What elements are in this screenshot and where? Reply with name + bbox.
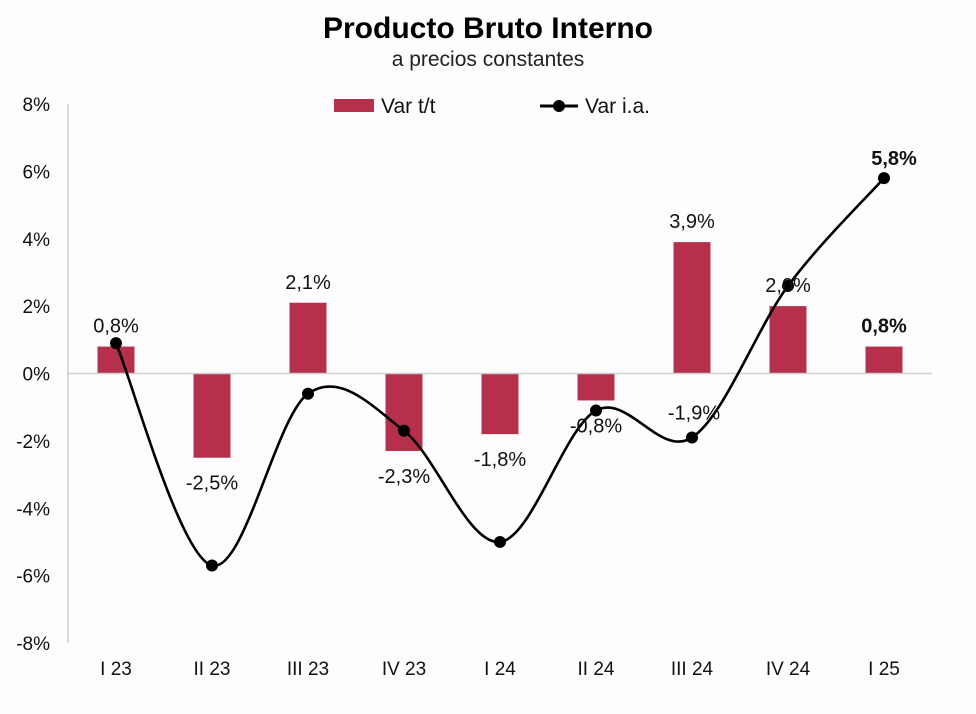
y-tick-label: 4% (23, 230, 51, 251)
x-tick-label: IV 23 (382, 659, 426, 680)
bar-data-label: 0,8% (861, 316, 907, 338)
x-axis-labels: I 23 II 23 III 23 IV 23 I 24 II 24 III 24 IV 24… (100, 659, 900, 680)
legend-bar-label: Var t/t (381, 95, 436, 118)
y-tick-label: 2% (23, 297, 51, 318)
line-point (398, 424, 410, 437)
bar (193, 373, 231, 458)
bar (481, 373, 519, 435)
y-tick-label: 8% (23, 95, 51, 116)
line-markers (110, 172, 890, 572)
y-tick-label: -6% (16, 567, 50, 588)
bar (289, 302, 327, 374)
bar (385, 373, 423, 451)
y-tick-label: -8% (16, 634, 50, 655)
line-point (590, 404, 602, 417)
bar (673, 242, 711, 374)
y-tick-label: -2% (16, 432, 50, 453)
bar-data-label: 2,0% (765, 275, 811, 297)
legend: Var t/t Var i.a. (334, 95, 650, 118)
line-point (782, 279, 794, 292)
x-tick-label: I 24 (484, 659, 516, 680)
data-labels: 0,8% -2,5% 2,1% -2,3% -1,8% -0,8% 3,9% 2,0% 0,8%… (93, 148, 917, 495)
x-tick-label: II 23 (194, 659, 231, 680)
y-tick-label: 0% (23, 365, 51, 386)
chart-subtitle: a precios constantes (392, 48, 585, 71)
x-tick-label: IV 24 (766, 659, 811, 680)
y-tick-label: -4% (16, 499, 50, 520)
line-point (494, 535, 506, 548)
x-tick-label: III 24 (671, 659, 714, 680)
bar (865, 346, 903, 374)
bar-data-label: -0,8% (570, 415, 622, 437)
x-tick-label: I 25 (868, 659, 900, 680)
bar-series (97, 242, 903, 458)
bar (769, 306, 807, 374)
x-tick-label: III 23 (287, 659, 329, 680)
bar-data-label: -1,8% (474, 449, 526, 471)
line-data-label: 5,8% (871, 148, 917, 170)
bar-data-label: -2,3% (378, 466, 430, 488)
var-ia-line (114, 177, 885, 567)
y-axis-ticks: -8% -6% -4% -2% 0% 2% 4% 6% 8% (16, 95, 50, 655)
bar-data-label: 2,1% (285, 272, 331, 294)
legend-bar-swatch (334, 99, 374, 112)
y-tick-label: 6% (23, 162, 51, 183)
line-point (206, 559, 218, 572)
legend-line-marker (553, 100, 565, 112)
chart-title: Producto Bruto Interno (323, 12, 653, 45)
line-point (878, 172, 890, 185)
bar-data-label: 0,8% (93, 316, 139, 338)
line-point (302, 387, 314, 400)
line-data-label: -1,9% (668, 403, 720, 425)
legend-line-label: Var i.a. (585, 95, 650, 118)
bar-data-label: 3,9% (669, 211, 715, 233)
line-point (110, 337, 122, 350)
x-tick-label: II 24 (578, 659, 615, 680)
x-tick-label: I 23 (100, 659, 132, 680)
bar (577, 373, 615, 401)
bar (97, 346, 135, 374)
line-point (686, 431, 698, 444)
bar-data-label: -2,5% (186, 473, 238, 495)
